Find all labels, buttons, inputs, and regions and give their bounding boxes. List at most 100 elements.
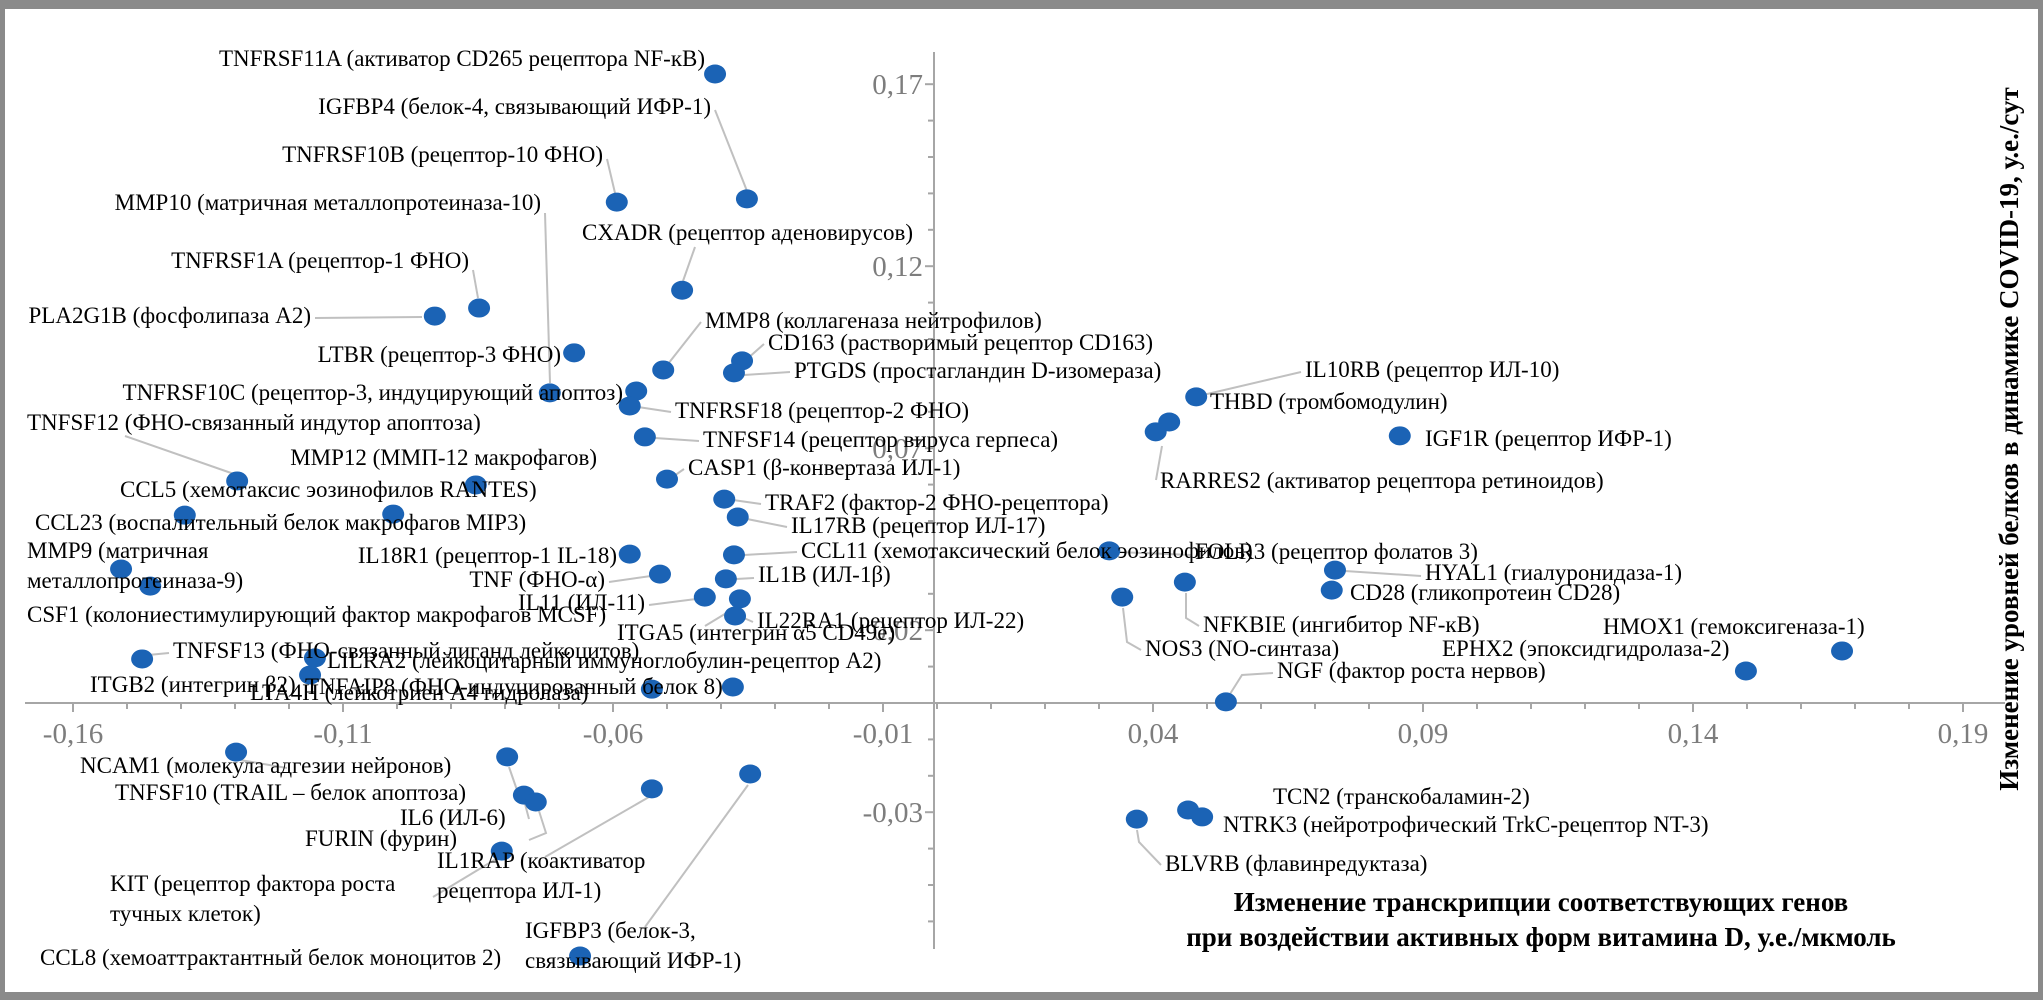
label-NGF: NGF (фактор роста нервов) [1277, 658, 1546, 683]
label-NCAM1: NCAM1 (молекула адгезии нейронов) [80, 753, 451, 778]
point-RARRES2 [1144, 422, 1167, 442]
label-IL17RB: IL17RB (рецептор ИЛ-17) [791, 513, 1045, 538]
point-IL11 [693, 587, 716, 607]
point-TNFSF13 [131, 649, 154, 669]
label-IL6: IL6 (ИЛ-6) [400, 805, 506, 830]
label-NFKBIE: NFKBIE (ингибитор NF-кВ) [1203, 612, 1480, 637]
point-CCL23 [382, 504, 405, 524]
label-MMP9: MMP9 (матричная металлопротеиназа-9) [27, 538, 243, 593]
point-IGFBP4 [735, 189, 758, 209]
label-ITGB2: ITGB2 (интегрин β2) [90, 672, 296, 697]
point-IL18R1 [618, 544, 641, 564]
leader-KIT [432, 858, 497, 898]
label-IL11: IL11 (ИЛ-11) [518, 590, 645, 615]
label-IL18R1: IL18R1 (рецептор-1 IL-18) [358, 543, 617, 568]
point-NFKBIE [1173, 572, 1196, 592]
y-tick-label: 0,02 [872, 615, 923, 647]
leader-IGFBP3 [644, 784, 749, 928]
x-tick-label: 0,19 [1938, 718, 1989, 750]
label-IGFBP4: IGFBP4 (белок-4, связывающий ИФР-1) [318, 94, 711, 119]
leader-BLVRB [1136, 829, 1162, 866]
label-IL1B: IL1B (ИЛ-1β) [758, 562, 891, 587]
point-IGF1R [1388, 426, 1411, 446]
point-IL1RAP [640, 779, 663, 799]
x-tick-label: 0,09 [1398, 718, 1449, 750]
point-HMOX1 [1831, 641, 1854, 661]
point-IGFBP3 [739, 764, 762, 784]
label-CASP1: CASP1 (β-конвертаза ИЛ-1) [688, 455, 960, 480]
label-ITGA5: ITGA5 (интегрин α5 CD49e) [617, 620, 895, 645]
leader-IGFBP4 [714, 109, 748, 192]
leader-MMP10 [544, 212, 551, 384]
label-FURIN: FURIN (фурин) [305, 826, 457, 851]
point-BLVRB [1125, 809, 1148, 829]
point-ITGA5 [728, 589, 751, 609]
label-NOS3: NOS3 (NO-синтаза) [1145, 636, 1339, 661]
leader-FURIN [528, 810, 548, 841]
label-CCL11: CCL11 (хемотаксический белок эозинофилов… [801, 538, 1253, 563]
label-MMP8: MMP8 (коллагеназа нейтрофилов) [705, 308, 1042, 333]
label-TNFSF13: TNFSF13 (ФНО-связанный лиганд лейкоцитов… [173, 638, 639, 663]
label-TNFRSF10C: TNFRSF10C (рецептор-3, индуцирующий апоп… [123, 380, 623, 405]
point-KIT [490, 841, 513, 861]
label-TNFRSF18: TNFRSF18 (рецептор-2 ФНО) [675, 398, 969, 423]
label-TNFSF10: TNFSF10 (TRAIL – белок апоптоза) [115, 780, 466, 805]
point-NCAM1 [225, 742, 248, 762]
axes-layer [25, 52, 2005, 949]
label-CCL23: CCL23 (воспалительный белок макрофагов M… [35, 510, 526, 535]
label-IL10RB: IL10RB (рецептор ИЛ-10) [1305, 357, 1559, 382]
point-TNFSF12 [226, 471, 249, 491]
label-IGFBP3: IGFBP3 (белок-3, связывающий ИФР-1) [525, 918, 741, 973]
leader-NOS3 [1122, 607, 1142, 651]
point-CCL8 [569, 946, 592, 966]
leader-CCL11 [743, 551, 798, 556]
label-TNFRSF1A: TNFRSF1A (рецептор-1 ФНО) [171, 248, 469, 273]
leader-TNFRSF1A [472, 269, 479, 299]
label-HMOX1: HMOX1 (гемоксигеназа-1) [1603, 614, 1865, 639]
point-FURIN [524, 792, 547, 812]
leader-TNFSF14 [654, 437, 700, 442]
x-tick-label: -0,11 [313, 718, 372, 750]
y-axis-title: Изменение уровней белков в динамике COVI… [1994, 87, 2024, 790]
y-tick-label: 0,12 [872, 251, 923, 283]
point-MMP10 [538, 383, 561, 403]
label-THBD: THBD (тромбомодулин) [1210, 389, 1448, 414]
label-LTBR: LTBR (рецептор-3 ФНО) [318, 342, 561, 367]
label-PTGDS: PTGDS (простагландин D-изомераза) [794, 358, 1161, 383]
point-TNFAIP8 [721, 677, 744, 697]
leader-IL1B [735, 577, 755, 580]
label-TNFRSF10B: TNFRSF10B (рецептор-10 ФНО) [282, 142, 603, 167]
point-TNFRSF1A [468, 298, 491, 318]
point-IL1B [714, 569, 737, 589]
x-tick-label: 0,04 [1128, 718, 1179, 750]
label-RARRES2: RARRES2 (активатор рецептора ретиноидов) [1160, 468, 1604, 493]
point-CSF1 [139, 576, 162, 596]
label-CXADR: CXADR (рецептор аденовирусов) [582, 220, 913, 245]
leader-MMP8 [667, 321, 702, 365]
tick-labels-layer: -0,16 -0,11 -0,06 -0,01 0,04 0,09 0,14 0,19 0,17… [43, 69, 1989, 829]
point-EPHX2 [1734, 661, 1757, 681]
label-CSF1: CSF1 (колониестимулирующий фактор макроф… [27, 602, 606, 627]
label-TNFAIP8: TNFAIP8 (ФНО-индуцированный белок 8) [305, 674, 723, 699]
label-IL1RAP: IL1RAP (коактиватор рецептора ИЛ-1) [437, 848, 645, 903]
point-NOS3 [1111, 587, 1134, 607]
label-CCL8: CCL8 (хемоаттрактантный белок моноцитов … [40, 945, 501, 970]
leader-IL1RAP [544, 796, 650, 858]
label-HYAL1: HYAL1 (гиалуронидаза-1) [1425, 560, 1682, 585]
label-IGF1R: IGF1R (рецептор ИФР-1) [1425, 426, 1672, 451]
x-tick-label: -0,16 [43, 718, 103, 750]
leader-NGF [1229, 672, 1274, 695]
label-LTA4H: LTA4H (лейкотриен А4 гидролаза) [250, 680, 589, 705]
label-TCN2: TCN2 (транскобаламин-2) [1273, 784, 1530, 809]
leader-IL10RB [1202, 371, 1302, 396]
label-TNFSF12: TNFSF12 (ФНО-связанный индутор апоптоза) [27, 410, 481, 435]
point-TNFRSF11A [704, 64, 727, 84]
point-LTBR [563, 343, 586, 363]
leader-IL11 [648, 598, 697, 606]
label-NTRK3: NTRK3 (нейротрофический TrkC-рецептор NT… [1223, 812, 1708, 837]
label-FOLR3: FOLR3 (рецептор фолатов 3) [1195, 539, 1478, 564]
label-CD28: CD28 (гликопротеин CD28) [1350, 580, 1620, 605]
point-CASP1 [656, 469, 678, 489]
point-NGF [1214, 692, 1237, 712]
point-CCL11 [722, 545, 745, 565]
